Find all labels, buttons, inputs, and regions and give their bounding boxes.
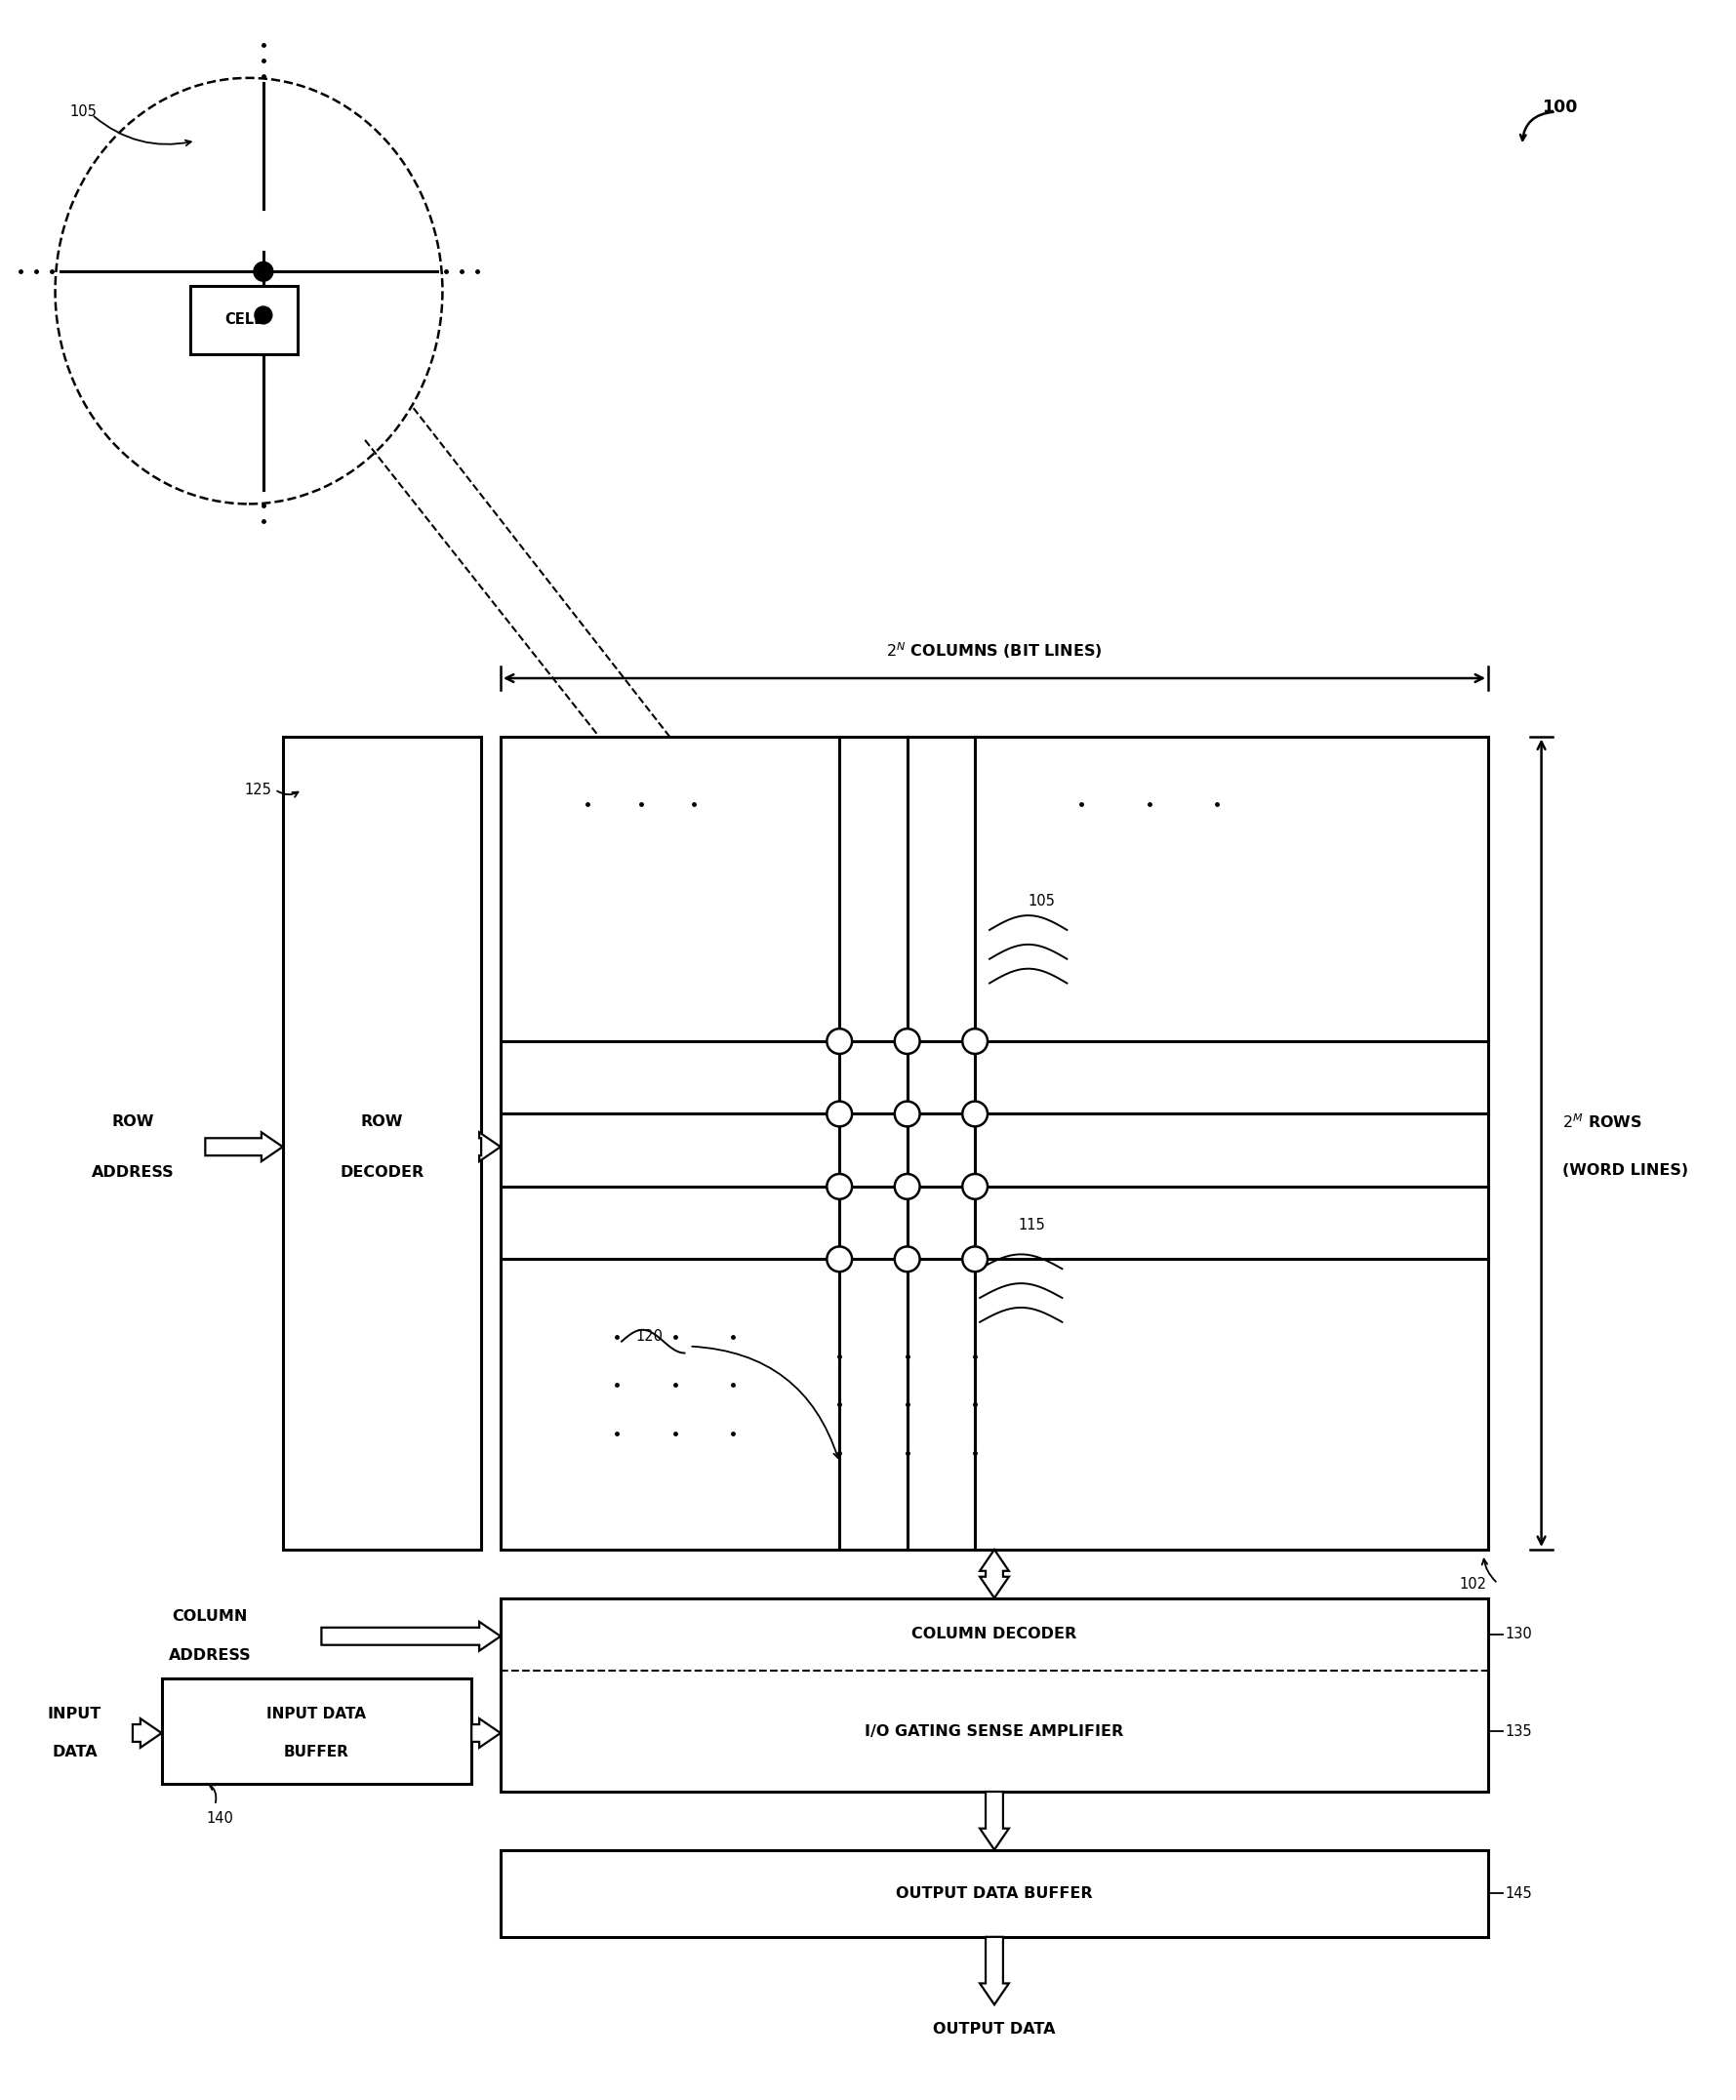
Circle shape bbox=[894, 1174, 920, 1199]
Polygon shape bbox=[321, 1621, 500, 1651]
Text: INPUT: INPUT bbox=[47, 1707, 101, 1722]
Text: 105: 105 bbox=[1028, 895, 1055, 907]
Polygon shape bbox=[979, 1791, 1009, 1850]
Bar bbox=[500, 737, 1488, 1550]
Ellipse shape bbox=[56, 78, 443, 504]
Bar bbox=[283, 737, 481, 1550]
Circle shape bbox=[253, 262, 273, 281]
Text: (WORD LINES): (WORD LINES) bbox=[1562, 1163, 1689, 1178]
Circle shape bbox=[894, 1029, 920, 1054]
Text: 125: 125 bbox=[243, 781, 271, 796]
Bar bbox=[500, 1850, 1488, 1936]
Text: 145: 145 bbox=[1505, 1886, 1533, 1901]
Circle shape bbox=[826, 1029, 852, 1054]
Polygon shape bbox=[205, 1132, 283, 1161]
Text: I/O GATING SENSE AMPLIFIER: I/O GATING SENSE AMPLIFIER bbox=[865, 1724, 1123, 1739]
Text: COLUMN DECODER: COLUMN DECODER bbox=[911, 1628, 1076, 1642]
Text: 100: 100 bbox=[1542, 99, 1576, 116]
Bar bbox=[500, 1598, 1488, 1791]
Text: BUFFER: BUFFER bbox=[285, 1745, 349, 1760]
Polygon shape bbox=[132, 1718, 161, 1747]
Polygon shape bbox=[979, 1936, 1009, 2005]
Text: 115: 115 bbox=[1019, 1218, 1045, 1233]
Text: COLUMN: COLUMN bbox=[172, 1609, 248, 1623]
Text: ADDRESS: ADDRESS bbox=[168, 1649, 252, 1663]
Text: OUTPUT DATA: OUTPUT DATA bbox=[934, 2022, 1055, 2037]
Text: 120: 120 bbox=[635, 1329, 663, 1344]
Bar bbox=[161, 1678, 472, 1783]
Circle shape bbox=[894, 1100, 920, 1126]
Circle shape bbox=[826, 1174, 852, 1199]
Text: OUTPUT DATA BUFFER: OUTPUT DATA BUFFER bbox=[896, 1886, 1092, 1901]
Polygon shape bbox=[472, 1718, 500, 1747]
Bar bbox=[191, 286, 297, 355]
Text: $2^M$ ROWS: $2^M$ ROWS bbox=[1562, 1113, 1642, 1130]
Text: 102: 102 bbox=[1458, 1577, 1486, 1592]
Circle shape bbox=[962, 1100, 988, 1126]
Circle shape bbox=[962, 1029, 988, 1054]
Text: 135: 135 bbox=[1505, 1724, 1533, 1739]
Text: $2^N$ COLUMNS (BIT LINES): $2^N$ COLUMNS (BIT LINES) bbox=[887, 640, 1102, 662]
Circle shape bbox=[826, 1247, 852, 1273]
Text: ROW: ROW bbox=[111, 1115, 155, 1130]
Text: 130: 130 bbox=[1505, 1628, 1533, 1642]
Text: DATA: DATA bbox=[52, 1745, 97, 1760]
Circle shape bbox=[826, 1100, 852, 1126]
Text: DECODER: DECODER bbox=[340, 1166, 424, 1180]
Circle shape bbox=[962, 1247, 988, 1273]
Text: CELL: CELL bbox=[224, 313, 264, 328]
Circle shape bbox=[962, 1174, 988, 1199]
Text: 140: 140 bbox=[207, 1810, 233, 1825]
Polygon shape bbox=[979, 1550, 1009, 1598]
Polygon shape bbox=[479, 1132, 500, 1161]
Text: ROW: ROW bbox=[361, 1115, 403, 1130]
Circle shape bbox=[255, 307, 273, 323]
Text: INPUT DATA: INPUT DATA bbox=[267, 1707, 366, 1722]
Circle shape bbox=[894, 1247, 920, 1273]
Text: 105: 105 bbox=[69, 105, 97, 120]
Text: ADDRESS: ADDRESS bbox=[92, 1166, 174, 1180]
